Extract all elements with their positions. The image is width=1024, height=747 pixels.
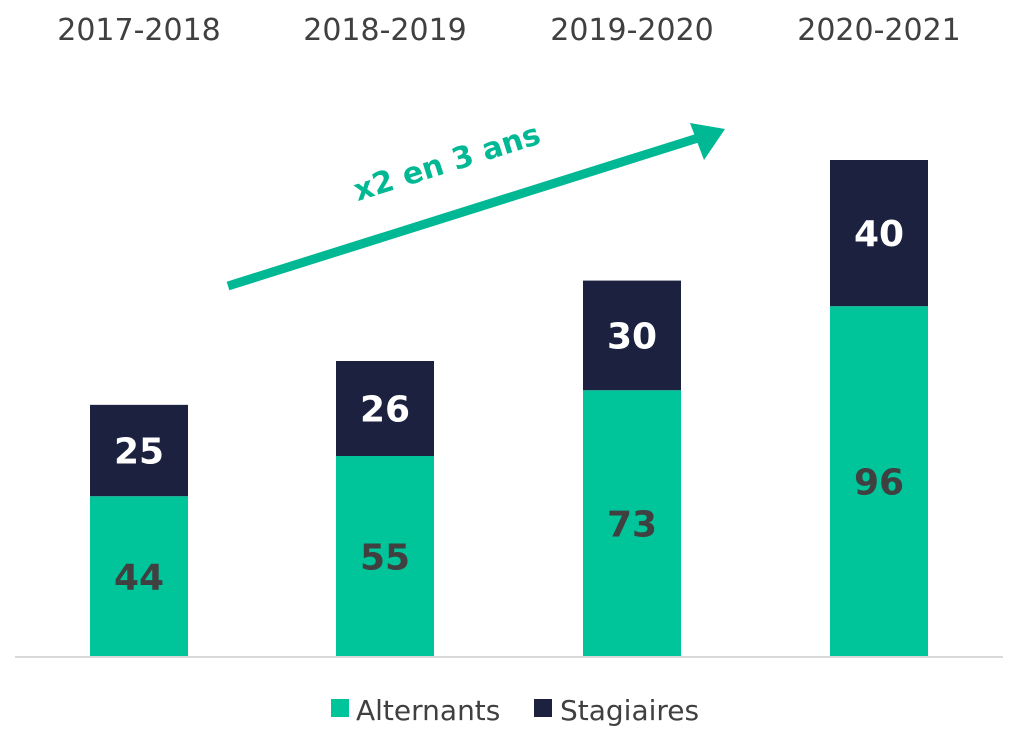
data-label-stagiaires-2019-2020: 30 [607, 316, 657, 357]
bar-stagiaires-2018-2019 [336, 360, 434, 457]
category-labels: 2017-2018 2018-2019 2019-2020 2020-2021 [57, 13, 961, 48]
legend-label-stagiaires: Stagiaires [560, 694, 699, 727]
bar-alternants-2019-2020 [583, 390, 681, 657]
bar-alternants-2017-2018 [90, 496, 188, 657]
category-label-2019-2020: 2019-2020 [550, 13, 714, 48]
growth-arrow-head [690, 123, 725, 160]
category-label-2020-2021: 2020-2021 [797, 13, 961, 48]
data-label-alternants-2020-2021: 96 [854, 463, 904, 504]
bar-alternants-2018-2019 [336, 456, 434, 657]
bar-stagiaires-2017-2018 [90, 404, 188, 497]
data-label-alternants-2017-2018: 44 [114, 558, 164, 599]
data-label-alternants-2018-2019: 55 [360, 538, 410, 579]
growth-arrow-line [226, 133, 700, 291]
bar-stagiaires-2020-2021 [830, 160, 928, 307]
legend-label-alternants: Alternants [356, 694, 500, 727]
bar-stagiaires-2019-2020 [583, 280, 681, 391]
legend: Alternants Stagiaires [331, 694, 699, 727]
legend-swatch-alternants [331, 699, 349, 717]
data-label-stagiaires-2018-2019: 26 [360, 390, 410, 431]
legend-swatch-stagiaires [534, 699, 552, 717]
bar-alternants-2020-2021 [830, 306, 928, 657]
category-label-2018-2019: 2018-2019 [303, 13, 467, 48]
data-label-stagiaires-2017-2018: 25 [114, 432, 164, 473]
category-label-2017-2018: 2017-2018 [57, 13, 221, 48]
bars: 44 25 55 26 73 30 96 40 [90, 160, 928, 657]
growth-annotation: x2 en 3 ans [226, 117, 725, 291]
data-label-alternants-2019-2020: 73 [607, 505, 657, 546]
data-label-stagiaires-2020-2021: 40 [854, 214, 904, 255]
